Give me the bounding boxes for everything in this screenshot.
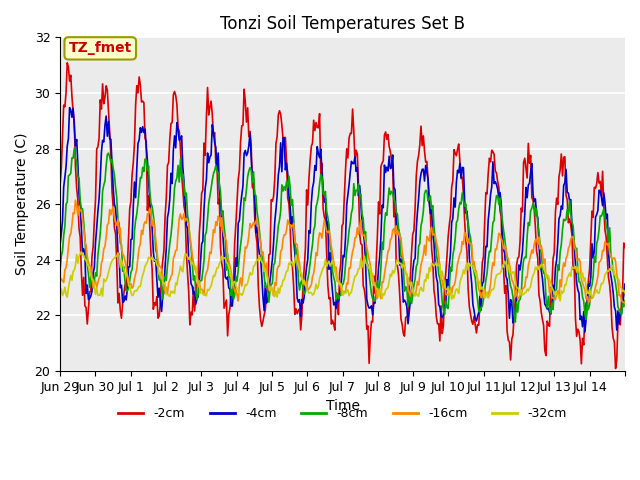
-2cm — [472, 330, 480, 336]
-4cm — [66, 105, 74, 110]
-8cm — [472, 288, 480, 294]
-16cm — [233, 292, 241, 298]
-4cm — [581, 329, 589, 335]
-2cm — [612, 366, 620, 372]
-32cm — [621, 290, 629, 296]
Line: -16cm: -16cm — [60, 200, 625, 304]
-32cm — [472, 271, 480, 276]
-2cm — [233, 200, 241, 205]
-32cm — [401, 264, 408, 269]
Line: -32cm: -32cm — [60, 252, 625, 301]
-32cm — [296, 267, 303, 273]
-16cm — [570, 244, 578, 250]
-4cm — [570, 244, 578, 250]
-16cm — [621, 301, 629, 307]
-4cm — [56, 241, 64, 247]
Title: Tonzi Soil Temperatures Set B: Tonzi Soil Temperatures Set B — [220, 15, 465, 33]
-2cm — [570, 266, 578, 272]
Text: TZ_fmet: TZ_fmet — [68, 41, 132, 55]
Line: -4cm: -4cm — [60, 108, 625, 332]
Line: -2cm: -2cm — [60, 63, 625, 369]
-8cm — [374, 278, 381, 284]
-8cm — [572, 247, 579, 253]
-4cm — [296, 297, 303, 302]
-8cm — [621, 298, 629, 303]
-32cm — [556, 298, 564, 304]
-32cm — [233, 285, 241, 291]
-2cm — [296, 306, 303, 312]
-8cm — [296, 287, 303, 293]
-32cm — [56, 291, 64, 297]
-32cm — [374, 286, 381, 291]
-16cm — [296, 260, 303, 266]
-16cm — [56, 279, 64, 285]
-4cm — [621, 281, 629, 287]
-8cm — [233, 278, 241, 284]
-8cm — [56, 266, 64, 272]
-8cm — [401, 288, 408, 294]
Line: -8cm: -8cm — [60, 148, 625, 322]
-16cm — [72, 197, 79, 203]
-8cm — [511, 319, 519, 325]
-16cm — [401, 262, 408, 267]
Legend: -2cm, -4cm, -8cm, -16cm, -32cm: -2cm, -4cm, -8cm, -16cm, -32cm — [113, 402, 572, 425]
-4cm — [374, 283, 381, 289]
-8cm — [70, 145, 78, 151]
-16cm — [472, 269, 480, 275]
-2cm — [374, 234, 381, 240]
-4cm — [472, 318, 480, 324]
-2cm — [63, 60, 71, 66]
X-axis label: Time: Time — [326, 399, 360, 413]
-16cm — [374, 296, 381, 301]
-32cm — [77, 249, 85, 255]
-4cm — [233, 264, 241, 269]
-2cm — [621, 244, 629, 250]
-2cm — [401, 333, 408, 339]
-4cm — [401, 297, 408, 303]
-2cm — [56, 182, 64, 188]
Y-axis label: Soil Temperature (C): Soil Temperature (C) — [15, 133, 29, 276]
-32cm — [572, 264, 579, 269]
